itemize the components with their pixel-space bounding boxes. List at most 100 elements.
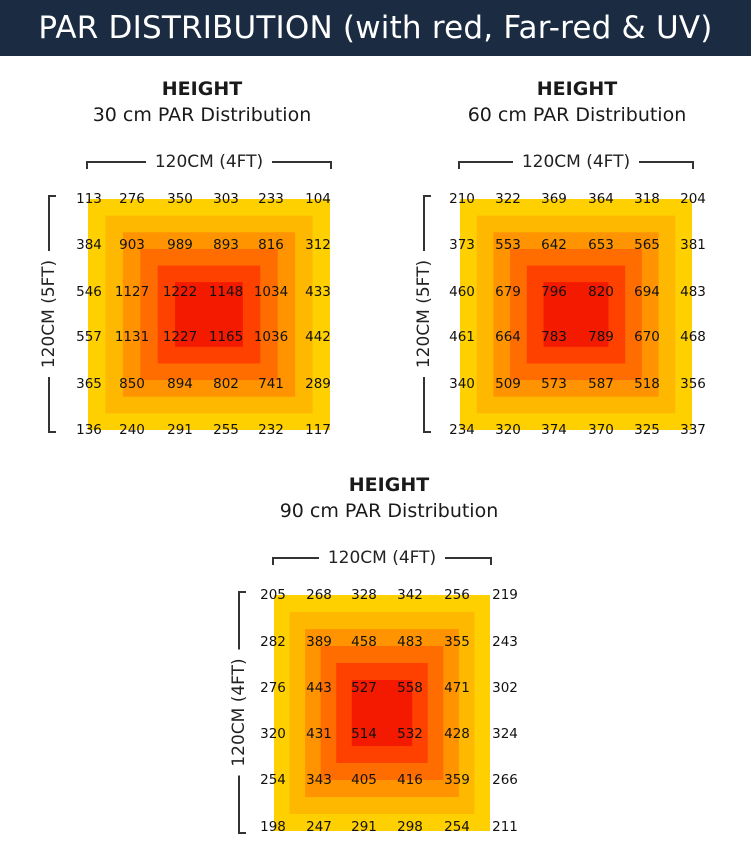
page-title-banner: PAR DISTRIBUTION (with red, Far-red & UV…: [0, 0, 751, 56]
width-dimension: 120CM (4FT): [272, 548, 492, 568]
cell-value-label: 254: [260, 772, 286, 788]
width-dimension-label: 120CM (4FT): [328, 548, 436, 568]
cell-value-label: 816: [258, 237, 284, 253]
heatmap-panel-60cm: HEIGHT 60 cm PAR Distribution 210 322 369 3…: [405, 76, 745, 446]
cell-value-label: 325: [634, 422, 660, 438]
cell-value-label: 431: [306, 726, 332, 742]
cell-value-label: 340: [449, 376, 475, 392]
cell-value-label: 471: [444, 680, 470, 696]
cell-value-label: 343: [306, 772, 332, 788]
cell-value-label: 312: [305, 237, 331, 253]
cell-value-label: 468: [680, 329, 706, 345]
height-dimension: 120CM (5FT): [39, 195, 59, 433]
cell-value-label: 443: [306, 680, 332, 696]
cell-value-label: 256: [444, 587, 470, 603]
width-dimension-bracket: [458, 161, 694, 169]
cell-value-label: 337: [680, 422, 706, 438]
cell-value-label: 291: [167, 422, 193, 438]
cell-value-label: 282: [260, 634, 286, 650]
panel-title-line2: 30 cm PAR Distribution: [92, 104, 312, 126]
cell-value-label: 1222: [163, 284, 197, 300]
width-dimension-bracket: [86, 161, 332, 169]
cell-value-label: 365: [76, 376, 102, 392]
cell-value-label: 276: [119, 191, 145, 207]
cell-value-label: 211: [492, 819, 518, 835]
cell-value-label: 303: [213, 191, 239, 207]
width-dimension: 120CM (4FT): [458, 152, 694, 172]
cell-value-label: 320: [495, 422, 521, 438]
cell-value-label: 254: [444, 819, 470, 835]
cell-value-label: 483: [397, 634, 423, 650]
cell-value-label: 527: [351, 680, 377, 696]
panel-title-line1: HEIGHT: [536, 78, 618, 100]
cell-value-label: 442: [305, 329, 331, 345]
cell-value-label: 783: [541, 329, 567, 345]
cell-value-label: 364: [588, 191, 614, 207]
cell-value-label: 1227: [163, 329, 197, 345]
cell-value-label: 694: [634, 284, 660, 300]
cell-value-label: 356: [680, 376, 706, 392]
cell-value-label: 989: [167, 237, 193, 253]
cell-value-label: 789: [588, 329, 614, 345]
cell-value-label: 355: [444, 634, 470, 650]
cell-value-label: 405: [351, 772, 377, 788]
cell-value-label: 557: [76, 329, 102, 345]
cell-value-label: 374: [541, 422, 567, 438]
heatmap-panel-30cm: HEIGHT 30 cm PAR Distribution 113 276 350 3…: [30, 76, 370, 446]
cell-value-label: 796: [541, 284, 567, 300]
cell-value-label: 276: [260, 680, 286, 696]
height-dimension-bracket: [423, 195, 431, 433]
height-dimension: 120CM (4FT): [229, 591, 249, 834]
cell-value-label: 104: [305, 191, 331, 207]
panel-title-line2: 90 cm PAR Distribution: [279, 500, 499, 522]
panel-title-line1: HEIGHT: [161, 78, 243, 100]
height-dimension-label: 120CM (5FT): [414, 260, 434, 368]
cell-value-label: 518: [634, 376, 660, 392]
height-dimension: 120CM (5FT): [414, 195, 434, 433]
cell-value-label: 136: [76, 422, 102, 438]
cell-value-label: 461: [449, 329, 475, 345]
cell-value-label: 369: [541, 191, 567, 207]
height-dimension-bracket: [238, 591, 246, 834]
cell-value-label: 664: [495, 329, 521, 345]
cell-value-label: 324: [492, 726, 518, 742]
cell-value-label: 210: [449, 191, 475, 207]
intensity-ring: [351, 679, 413, 747]
panel-title: HEIGHT 60 cm PAR Distribution: [405, 76, 749, 128]
cell-value-label: 565: [634, 237, 660, 253]
cell-value-label: 642: [541, 237, 567, 253]
height-dimension-bracket: [48, 195, 56, 433]
cell-value-label: 342: [397, 587, 423, 603]
cell-value-label: 381: [680, 237, 706, 253]
intensity-ring: [175, 282, 243, 347]
cell-value-label: 893: [213, 237, 239, 253]
cell-value-label: 458: [351, 634, 377, 650]
cell-value-label: 1127: [115, 284, 149, 300]
cell-value-label: 247: [306, 819, 332, 835]
cell-value-label: 389: [306, 634, 332, 650]
cell-value-label: 460: [449, 284, 475, 300]
heatmap-chart-60cm: 210 322 369 364 318 204 373 553 642 653 565 381 460 6…: [414, 152, 706, 438]
cell-value-label: 509: [495, 376, 521, 392]
cell-value-label: 232: [258, 422, 284, 438]
cell-value-label: 298: [397, 819, 423, 835]
heatmap-chart-90cm: 205 268 328 342 256 219 282 389 458 483 355 243 276 4…: [229, 548, 518, 835]
cell-value-label: 266: [492, 772, 518, 788]
cell-value-label: 553: [495, 237, 521, 253]
cell-value-label: 670: [634, 329, 660, 345]
panel-title-line2: 60 cm PAR Distribution: [467, 104, 687, 126]
cell-value-label: 234: [449, 422, 475, 438]
cell-value-label: 573: [541, 376, 567, 392]
cell-value-label: 1131: [115, 329, 149, 345]
cell-value-label: 653: [588, 237, 614, 253]
width-dimension-bracket: [272, 557, 492, 565]
cell-value-label: 546: [76, 284, 102, 300]
cell-value-label: 117: [305, 422, 331, 438]
width-dimension: 120CM (4FT): [86, 152, 332, 172]
height-dimension-label: 120CM (4FT): [229, 658, 249, 766]
cell-value-label: 1165: [209, 329, 243, 345]
cell-value-label: 233: [258, 191, 284, 207]
cell-value-label: 532: [397, 726, 423, 742]
cell-value-label: 850: [119, 376, 145, 392]
cell-value-label: 268: [306, 587, 332, 603]
